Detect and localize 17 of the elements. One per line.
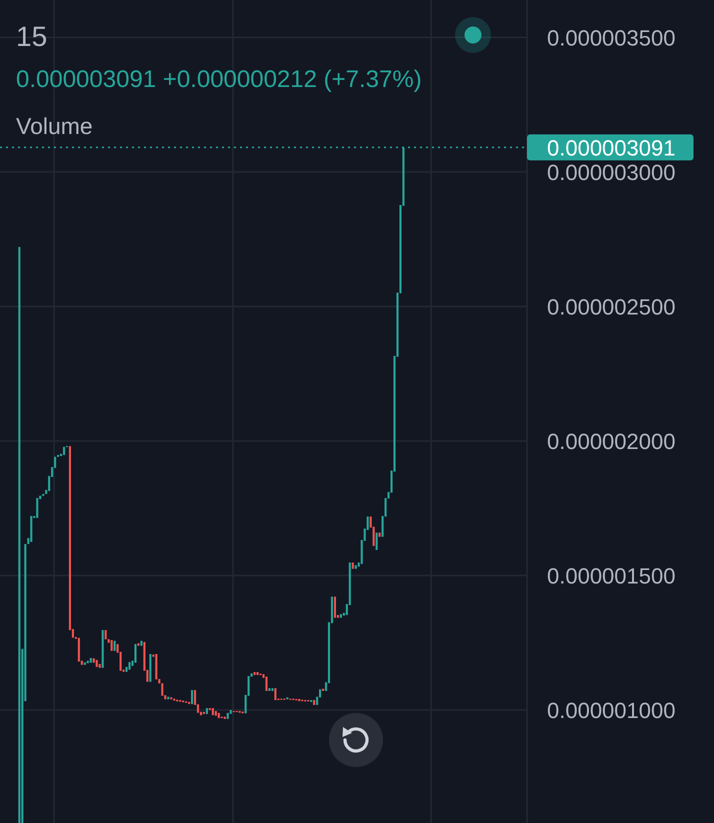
- y-tick-label: 0.000001000: [547, 698, 676, 722]
- y-tick-label: 0.000002500: [547, 294, 676, 319]
- candlestick: [134, 644, 137, 664]
- candlestick: [376, 532, 378, 550]
- y-tick-label: 0.000001500: [547, 562, 676, 588]
- text: 15: [16, 21, 48, 52]
- candlestick: [36, 497, 38, 518]
- y-tick-label: 0.000003000: [547, 159, 676, 184]
- candlestick: [265, 676, 268, 692]
- annotation: Volume: [16, 113, 93, 139]
- y-tick-label: 0.000002000: [547, 428, 676, 454]
- y-tick-label: 0.000003500: [547, 24, 676, 50]
- candlestick: [110, 640, 113, 652]
- ref-line-label: 0.000003091: [547, 134, 676, 160]
- candlestick: [334, 596, 336, 618]
- text: 0.000003091 +0.000000212 (+7.37%): [16, 66, 422, 93]
- candlestick: [191, 690, 194, 705]
